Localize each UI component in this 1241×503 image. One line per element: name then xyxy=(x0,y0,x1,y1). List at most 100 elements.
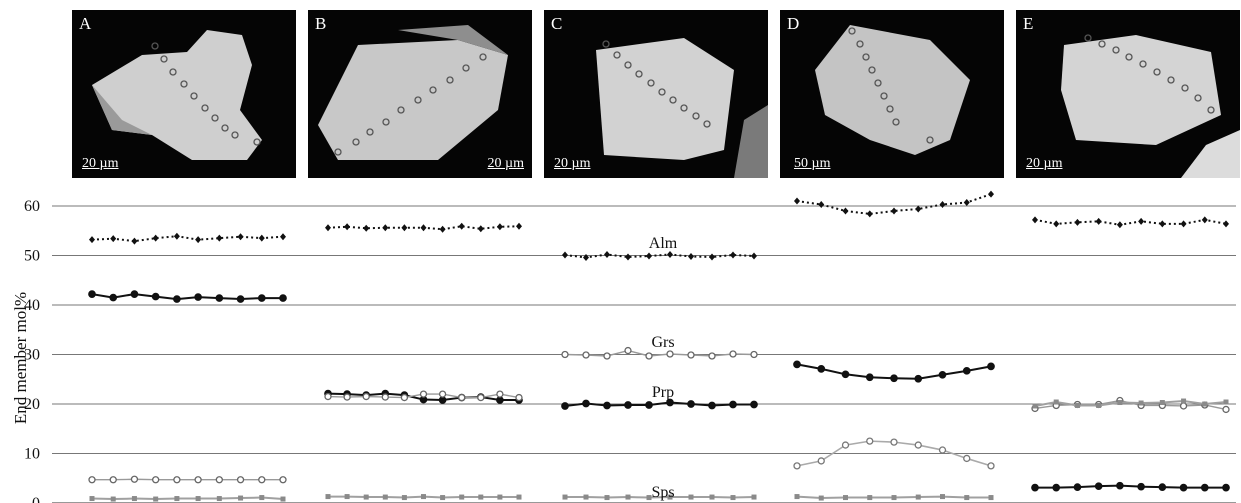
data-point xyxy=(625,494,631,500)
data-point xyxy=(477,393,485,402)
series-line-gray-square xyxy=(1034,400,1227,407)
data-point xyxy=(646,495,652,501)
data-point xyxy=(914,374,923,383)
data-point xyxy=(458,222,465,230)
data-point xyxy=(439,225,446,233)
grain-d xyxy=(815,25,970,155)
data-point xyxy=(236,295,245,303)
data-point xyxy=(645,352,653,360)
data-point xyxy=(817,365,826,373)
data-point xyxy=(496,396,504,404)
data-point xyxy=(194,293,202,301)
data-point xyxy=(363,224,370,232)
data-point xyxy=(891,207,897,215)
data-point xyxy=(215,294,224,302)
data-point xyxy=(363,494,369,500)
data-point xyxy=(478,494,484,500)
data-point xyxy=(624,346,632,355)
data-point xyxy=(1222,483,1230,492)
data-point xyxy=(477,225,484,233)
data-point xyxy=(751,252,757,260)
data-point xyxy=(866,437,874,445)
data-point xyxy=(496,390,504,398)
y-tick-label: 30 xyxy=(24,347,40,364)
panel-c-scale: 20 µm xyxy=(554,156,591,171)
data-point xyxy=(582,399,590,408)
label-alm: Alm xyxy=(649,235,678,252)
end-member-chart: 0 10 20 30 40 50 60 End member mol% Alm Grs Pr… xyxy=(11,190,1236,503)
panel-a-scale: 20 µm xyxy=(82,156,119,171)
series-line-solid-black xyxy=(1035,484,1226,489)
data-point xyxy=(174,496,180,502)
data-point xyxy=(987,462,995,470)
data-point xyxy=(238,495,244,501)
data-point xyxy=(708,401,716,410)
y-axis-label: End member mol% xyxy=(11,292,30,424)
data-point xyxy=(382,494,388,500)
data-point xyxy=(963,199,970,207)
data-point xyxy=(750,400,758,409)
data-point xyxy=(666,398,674,407)
panel-e-label: E xyxy=(1023,14,1034,33)
data-point xyxy=(151,292,160,301)
data-point xyxy=(1159,220,1166,228)
data-point xyxy=(843,495,848,501)
data-point xyxy=(280,496,286,502)
y-tick-label: 40 xyxy=(24,297,40,314)
data-point xyxy=(1223,399,1229,405)
data-point xyxy=(708,352,716,360)
data-point xyxy=(1202,401,1208,407)
series-line-dotted-diamond xyxy=(1034,218,1227,226)
data-point xyxy=(195,496,201,502)
data-point xyxy=(865,373,874,382)
data-point xyxy=(867,495,873,501)
label-grs: Grs xyxy=(651,334,674,351)
data-point xyxy=(688,494,694,500)
data-point xyxy=(1116,221,1123,229)
data-point xyxy=(988,495,994,501)
data-point xyxy=(866,210,873,218)
data-point xyxy=(562,251,568,259)
series-line-dotted-diamond xyxy=(91,235,284,243)
data-point xyxy=(709,253,715,261)
data-point xyxy=(401,495,407,501)
data-point xyxy=(938,446,947,454)
grain-e xyxy=(1061,34,1240,178)
data-point xyxy=(89,236,95,244)
data-point xyxy=(1181,398,1187,404)
data-point xyxy=(130,290,139,298)
data-point xyxy=(603,352,611,360)
data-point xyxy=(258,234,265,242)
data-point xyxy=(561,402,569,410)
data-point xyxy=(709,494,715,500)
data-point xyxy=(1096,402,1102,408)
data-point xyxy=(131,237,138,245)
data-point xyxy=(259,495,265,501)
data-point xyxy=(173,295,181,303)
label-prp: Prp xyxy=(652,384,674,401)
data-point xyxy=(420,224,427,232)
data-point xyxy=(1223,220,1229,228)
data-point xyxy=(1032,403,1038,409)
data-point xyxy=(915,205,922,213)
data-point xyxy=(841,441,850,449)
data-point xyxy=(194,476,202,484)
panel-e-scale: 20 µm xyxy=(1026,156,1063,171)
panel-d-scale: 50 µm xyxy=(794,156,831,171)
panel-a-image: A 20 µm xyxy=(72,10,296,178)
data-point xyxy=(583,253,589,261)
data-point xyxy=(1138,400,1144,406)
data-point xyxy=(88,476,96,484)
panel-a-label: A xyxy=(79,14,92,33)
data-point xyxy=(750,350,758,359)
data-point xyxy=(237,233,244,241)
data-point xyxy=(382,224,389,232)
data-point xyxy=(964,495,970,501)
panel-b-image: B 20 µm xyxy=(308,10,532,178)
data-point xyxy=(1094,482,1103,491)
data-point xyxy=(173,476,181,484)
panel-c-image: C 20 µm xyxy=(544,10,768,178)
data-point xyxy=(646,252,652,260)
series-line-dotted-diamond xyxy=(564,253,755,259)
data-point xyxy=(257,294,266,302)
